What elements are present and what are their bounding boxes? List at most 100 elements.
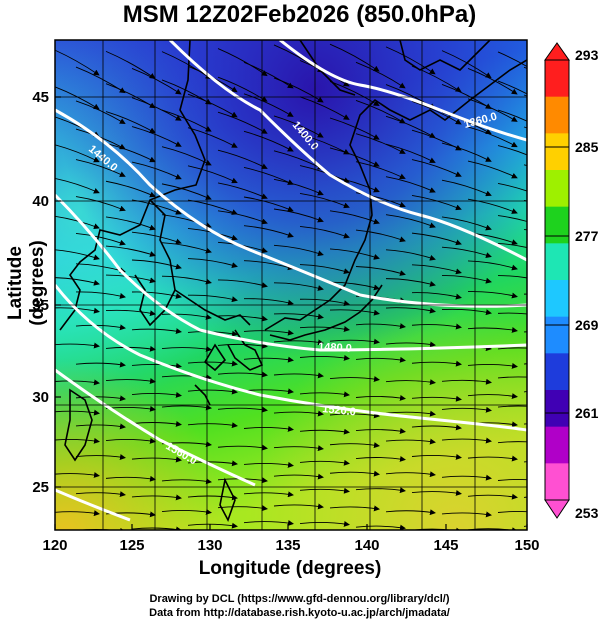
- contour-label-1520: 1520.0: [322, 403, 357, 418]
- streamline: [187, 460, 238, 467]
- streamline: [299, 487, 350, 494]
- x-tick-label: 130: [197, 537, 222, 554]
- colorbar-label: 269: [575, 317, 599, 333]
- streamline: [329, 470, 380, 477]
- streamline: [105, 378, 156, 384]
- streamline: [497, 347, 527, 350]
- streamline: [411, 159, 462, 177]
- colorbar-band: [545, 353, 569, 391]
- streamline: [243, 130, 294, 152]
- streamline: [243, 61, 294, 89]
- colorbar-band: [545, 390, 569, 428]
- streamline: [411, 232, 462, 246]
- streamline: [411, 489, 462, 496]
- streamline: [299, 96, 350, 120]
- x-tick-label: 145: [433, 537, 458, 554]
- streamline: [385, 410, 436, 417]
- streamline: [329, 338, 380, 345]
- streamline: [273, 208, 324, 223]
- streamline: [75, 159, 126, 177]
- streamline: [55, 437, 100, 444]
- streamline: [273, 178, 324, 196]
- streamline: [497, 511, 527, 513]
- streamline: [467, 68, 518, 95]
- streamline: [105, 309, 156, 317]
- streamline: [467, 393, 518, 400]
- streamline: [441, 511, 492, 518]
- streamline: [299, 428, 350, 435]
- streamline: [273, 473, 324, 480]
- streamline: [385, 143, 436, 163]
- streamline: [105, 274, 156, 284]
- streamline: [105, 50, 156, 79]
- streamline: [187, 388, 238, 395]
- colorbar-label: 261: [575, 405, 599, 421]
- y-tick-label: 30: [32, 389, 49, 406]
- streamline: [75, 100, 126, 125]
- streamline: [329, 376, 380, 382]
- streamline: [411, 292, 462, 300]
- streamline: [161, 313, 212, 320]
- streamline: [243, 425, 294, 432]
- streamline: [385, 176, 436, 193]
- streamline: [355, 394, 406, 401]
- streamline: [385, 471, 436, 478]
- streamline: [105, 245, 156, 257]
- streamline: [385, 278, 436, 287]
- streamline: [355, 356, 406, 363]
- streamline: [55, 471, 100, 478]
- streamline: [497, 275, 527, 279]
- x-tick-label: 150: [514, 537, 539, 554]
- x-axis: 120 125 130 135 140 145 150: [42, 524, 540, 554]
- streamline: [55, 49, 100, 76]
- streamline: [385, 438, 436, 445]
- credit-data: Data from http://database.rish.kyoto-u.a…: [149, 607, 450, 619]
- streamline: [243, 329, 294, 336]
- streamline: [329, 505, 380, 512]
- streamline: [131, 362, 182, 369]
- streamline: [131, 494, 182, 501]
- colorbar-band: [545, 133, 569, 171]
- streamline: [497, 145, 527, 156]
- colorbar-band: [545, 60, 569, 98]
- streamline: [105, 143, 156, 163]
- colorbar-label: 277: [575, 228, 599, 244]
- streamline: [329, 412, 380, 419]
- streamline: [105, 475, 156, 482]
- streamline: [299, 459, 350, 466]
- streamline: [441, 275, 492, 284]
- streamline: [131, 126, 182, 147]
- streamline: [55, 144, 100, 163]
- streamline: [441, 142, 492, 162]
- y-axis-label: Latitude (degrees): [5, 240, 48, 326]
- streamline: [55, 215, 100, 230]
- streamline: [385, 379, 436, 386]
- streamline: [497, 182, 527, 192]
- y-tick-label: 35: [32, 297, 49, 314]
- colorbar-band: [545, 426, 569, 464]
- x-axis-label: Longitude (degrees): [198, 558, 382, 579]
- streamline: [131, 97, 182, 121]
- streamline: [55, 178, 100, 194]
- streamline: [187, 360, 238, 367]
- streamline: [273, 244, 324, 257]
- streamline: [161, 146, 212, 166]
- streamline: [243, 491, 294, 498]
- streamline: [355, 161, 406, 180]
- x-tick-label: 135: [275, 537, 300, 554]
- streamline: [273, 115, 324, 138]
- streamline: [355, 323, 406, 330]
- streamline: [329, 309, 380, 316]
- streamline: [105, 216, 156, 231]
- streamline: [299, 165, 350, 183]
- streamline: [411, 424, 462, 431]
- map-title: MSM 12Z02Feb2026 (850.0hPa): [122, 1, 477, 28]
- streamline: [355, 133, 406, 154]
- streamline: [161, 404, 212, 411]
- streamline: [467, 327, 518, 333]
- streamline: [131, 231, 182, 245]
- streamline: [441, 437, 492, 444]
- y-tick-label: 25: [32, 479, 49, 496]
- streamline: [411, 395, 462, 402]
